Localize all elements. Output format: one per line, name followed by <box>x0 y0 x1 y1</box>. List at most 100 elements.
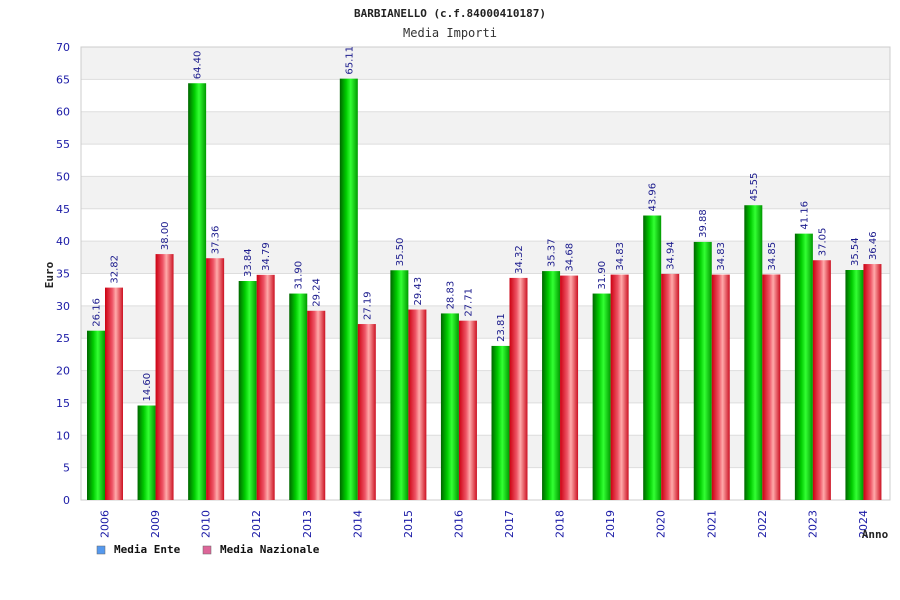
grid-band <box>81 144 890 177</box>
y-tick-label: 30 <box>56 300 70 313</box>
bar-media-nazionale-2006 <box>105 287 123 500</box>
bar-media-ente-2010 <box>188 83 207 501</box>
x-tick-label: 2019 <box>604 510 617 538</box>
y-tick-label: 35 <box>56 268 70 281</box>
data-label-media-ente-2024: 35.54 <box>850 237 861 266</box>
data-label-media-nazionale-2012: 34.79 <box>261 242 272 271</box>
data-label-media-nazionale-2017: 34.32 <box>514 245 525 274</box>
data-label-media-ente-2015: 35.50 <box>395 238 406 267</box>
data-label-media-ente-2021: 39.88 <box>698 209 709 238</box>
bar-media-ente-2023 <box>794 233 813 501</box>
bar-media-ente-2016 <box>440 313 459 500</box>
x-tick-label: 2020 <box>655 510 668 538</box>
data-label-media-ente-2017: 23.81 <box>496 313 507 342</box>
y-tick-label: 45 <box>56 203 70 216</box>
x-tick-label: 2015 <box>402 510 415 538</box>
bar-media-nazionale-2022 <box>762 274 781 500</box>
data-label-media-nazionale-2023: 37.05 <box>817 228 828 257</box>
data-label-media-nazionale-2020: 34.94 <box>666 241 677 270</box>
bar-media-ente-2006 <box>87 330 105 500</box>
bar-media-ente-2020 <box>643 215 662 501</box>
x-tick-label: 2012 <box>250 510 263 538</box>
grid-band <box>81 79 890 112</box>
data-label-media-ente-2023: 41.16 <box>799 201 810 230</box>
data-label-media-nazionale-2024: 36.46 <box>868 231 879 260</box>
x-tick-label: 2010 <box>200 510 213 538</box>
bar-media-nazionale-2020 <box>661 273 680 500</box>
bar-media-ente-2019 <box>592 293 611 500</box>
data-label-media-nazionale-2022: 34.85 <box>767 242 778 271</box>
bar-media-ente-2024 <box>845 270 864 500</box>
data-label-media-ente-2022: 45.55 <box>749 173 760 202</box>
chart-title: BARBIANELLO (c.f.84000410187) <box>354 7 546 20</box>
y-tick-label: 40 <box>56 235 70 248</box>
bar-media-nazionale-2018 <box>560 275 579 500</box>
y-tick-label: 60 <box>56 106 70 119</box>
grid-band <box>81 111 890 145</box>
bar-media-nazionale-2016 <box>458 320 477 500</box>
x-tick-label: 2016 <box>452 510 465 538</box>
legend-swatch-media-nazionale <box>202 545 212 555</box>
data-label-media-ente-2013: 31.90 <box>294 261 305 290</box>
bar-media-nazionale-2024 <box>863 264 882 500</box>
bar-media-ente-2022 <box>744 205 763 500</box>
y-tick-label: 55 <box>56 138 70 151</box>
bar-media-nazionale-2021 <box>711 274 730 500</box>
bar-media-nazionale-2015 <box>408 309 427 500</box>
y-tick-label: 5 <box>63 462 70 475</box>
legend: Media Ente Media Nazionale <box>96 543 320 556</box>
bar-media-nazionale-2014 <box>357 324 376 500</box>
bar-media-ente-2021 <box>693 241 712 500</box>
y-tick-label: 25 <box>56 332 70 345</box>
x-tick-label: 2009 <box>149 510 162 538</box>
legend-label-media-ente: Media Ente <box>114 543 181 556</box>
data-label-media-nazionale-2015: 29.43 <box>413 277 424 306</box>
x-tick-label: 2022 <box>756 510 769 538</box>
bar-media-ente-2018 <box>542 271 561 500</box>
data-label-media-nazionale-2018: 34.68 <box>565 243 576 272</box>
chart-subtitle: Media Importi <box>403 26 497 40</box>
data-label-media-ente-2014: 65.11 <box>344 46 355 75</box>
data-label-media-nazionale-2019: 34.83 <box>615 242 626 271</box>
data-label-media-nazionale-2014: 27.19 <box>362 291 373 320</box>
grid-band <box>81 47 890 80</box>
bar-media-nazionale-2012 <box>256 274 275 500</box>
data-label-media-ente-2006: 26.16 <box>92 298 103 327</box>
data-label-media-ente-2020: 43.96 <box>648 183 659 212</box>
x-tick-label: 2013 <box>301 510 314 538</box>
bar-media-ente-2014 <box>339 78 358 500</box>
y-tick-label: 20 <box>56 365 70 378</box>
data-label-media-ente-2016: 28.83 <box>445 281 456 310</box>
bar-media-ente-2009 <box>137 405 156 500</box>
x-axis-label: Anno <box>862 528 889 541</box>
data-label-media-nazionale-2021: 34.83 <box>716 242 727 271</box>
bar-media-nazionale-2017 <box>509 277 528 500</box>
y-tick-label: 15 <box>56 397 70 410</box>
x-tick-label: 2006 <box>99 510 112 538</box>
y-tick-label: 65 <box>56 73 70 86</box>
data-label-media-ente-2009: 14.60 <box>142 373 153 402</box>
data-label-media-nazionale-2010: 37.36 <box>211 226 222 255</box>
data-label-media-nazionale-2006: 32.82 <box>110 255 121 284</box>
bar-media-ente-2015 <box>390 270 409 500</box>
data-label-media-nazionale-2009: 38.00 <box>160 221 171 250</box>
data-label-media-nazionale-2016: 27.71 <box>463 288 474 317</box>
bar-media-ente-2017 <box>491 345 510 500</box>
legend-swatch-media-ente <box>96 545 106 555</box>
data-label-media-ente-2010: 64.40 <box>193 51 204 80</box>
data-labels: 26.16 32.82 14.60 38.00 64.40 37.36 33.84 34.79… <box>92 46 879 402</box>
data-label-media-ente-2012: 33.84 <box>243 248 254 277</box>
y-axis-label: Euro <box>43 261 56 288</box>
y-tick-label: 0 <box>63 494 70 507</box>
x-tick-label: 2018 <box>554 510 567 538</box>
y-tick-label: 10 <box>56 429 70 442</box>
y-tick-label: 70 <box>56 41 70 54</box>
data-label-media-ente-2018: 35.37 <box>547 238 558 267</box>
bar-media-nazionale-2009 <box>155 254 174 500</box>
y-tick-label: 50 <box>56 170 70 183</box>
x-tick-label: 2024 <box>857 510 870 538</box>
bars <box>87 78 882 501</box>
data-label-media-nazionale-2013: 29.24 <box>312 278 323 307</box>
bar-media-nazionale-2010 <box>206 258 225 500</box>
